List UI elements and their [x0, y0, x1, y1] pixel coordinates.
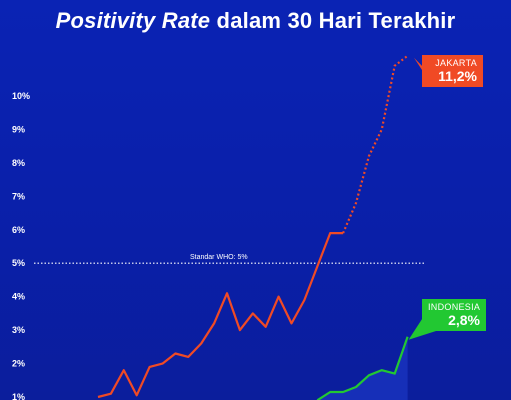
y-tick-label: 10%	[12, 91, 30, 101]
y-axis-ticks: 1% 2% 3% 4% 5% 6% 7% 8% 9% 10%	[12, 91, 30, 400]
who-reference: Standar WHO: 5%	[34, 254, 425, 264]
y-tick-label: 1%	[12, 392, 25, 400]
chart-title-italic: Positivity Rate	[55, 8, 211, 33]
jakarta-callout-value: 11,2%	[438, 68, 477, 84]
indonesia-area-fill	[317, 336, 408, 400]
y-tick-label: 5%	[12, 258, 25, 268]
jakarta-callout-name: JAKARTA	[435, 58, 477, 68]
y-tick-label: 2%	[12, 359, 25, 369]
y-tick-label: 8%	[12, 158, 25, 168]
y-tick-label: 9%	[12, 124, 25, 134]
indonesia-callout: INDONESIA 2,8%	[422, 299, 486, 331]
y-tick-label: 4%	[12, 292, 25, 302]
chart-title: Positivity Rate dalam 30 Hari Terakhir	[0, 8, 511, 34]
indonesia-area	[317, 336, 408, 400]
y-tick-label: 7%	[12, 191, 25, 201]
callout-pointers	[408, 57, 436, 340]
series-line-jakarta-projected	[342, 54, 409, 234]
jakarta-callout: JAKARTA 11,2%	[422, 55, 483, 87]
series-lines	[97, 54, 409, 400]
jakarta-callout-pointer	[414, 57, 430, 74]
indonesia-callout-name: INDONESIA	[428, 302, 481, 312]
indonesia-callout-value: 2,8%	[448, 312, 480, 328]
who-reference-label: Standar WHO: 5%	[190, 254, 248, 261]
series-line-indonesia	[316, 336, 409, 400]
y-tick-label: 3%	[12, 325, 25, 335]
y-tick-label: 6%	[12, 225, 25, 235]
chart-title-rest: dalam 30 Hari Terakhir	[210, 8, 456, 33]
series-line-jakarta	[97, 232, 344, 399]
